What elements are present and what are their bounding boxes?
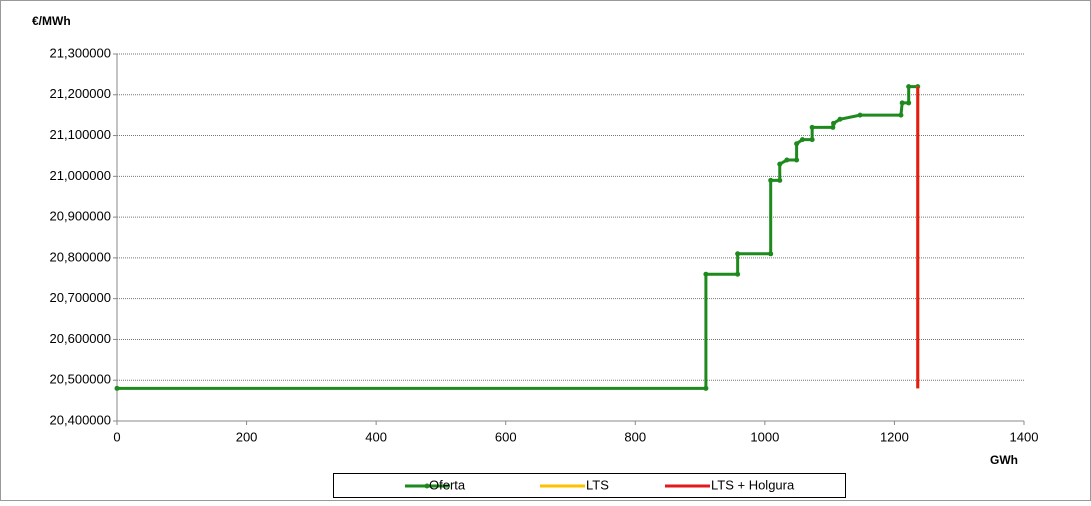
series-marker xyxy=(898,112,904,118)
x-tick-label: 1000 xyxy=(750,429,779,444)
y-tick-label: 21,300000 xyxy=(50,45,111,60)
y-axis-label: €/MWh xyxy=(32,14,71,28)
x-tick-label: 400 xyxy=(365,429,387,444)
x-tick-label: 200 xyxy=(236,429,258,444)
series-marker xyxy=(906,100,912,106)
legend-label: LTS + Holgura xyxy=(711,477,795,492)
y-tick-label: 21,100000 xyxy=(50,127,111,142)
legend-label: LTS xyxy=(586,477,609,492)
series-marker xyxy=(777,177,783,183)
y-tick-label: 20,400000 xyxy=(50,412,111,427)
series-marker xyxy=(794,141,800,147)
series-marker xyxy=(830,124,836,130)
legend-marker xyxy=(424,483,430,489)
series-marker xyxy=(794,157,800,163)
x-axis-label: GWh xyxy=(990,453,1018,467)
x-tick-label: 800 xyxy=(624,429,646,444)
series-marker xyxy=(799,137,805,143)
series-marker xyxy=(809,124,815,130)
series-marker xyxy=(703,385,709,391)
y-tick-label: 21,200000 xyxy=(50,86,111,101)
y-tick-label: 20,900000 xyxy=(50,209,111,224)
series-marker xyxy=(703,271,709,277)
series-marker xyxy=(831,120,837,126)
x-tick-label: 1200 xyxy=(880,429,909,444)
y-tick-label: 20,700000 xyxy=(50,290,111,305)
series-marker xyxy=(837,116,843,122)
y-tick-label: 20,800000 xyxy=(50,249,111,264)
series-marker xyxy=(777,161,783,167)
x-tick-label: 1400 xyxy=(1010,429,1039,444)
series-marker xyxy=(114,385,120,391)
series-marker xyxy=(768,251,774,257)
y-tick-label: 21,000000 xyxy=(50,168,111,183)
series-marker xyxy=(735,251,741,257)
series-marker xyxy=(735,271,741,277)
series-marker xyxy=(784,157,790,163)
x-tick-label: 600 xyxy=(495,429,517,444)
series-marker xyxy=(768,177,774,183)
series-marker xyxy=(809,137,815,143)
series-marker xyxy=(906,84,912,90)
series-marker xyxy=(899,100,905,106)
y-tick-label: 20,600000 xyxy=(50,331,111,346)
x-tick-label: 0 xyxy=(113,429,120,444)
legend-label: Oferta xyxy=(429,477,466,492)
series-marker xyxy=(857,112,863,118)
y-tick-label: 20,500000 xyxy=(50,372,111,387)
